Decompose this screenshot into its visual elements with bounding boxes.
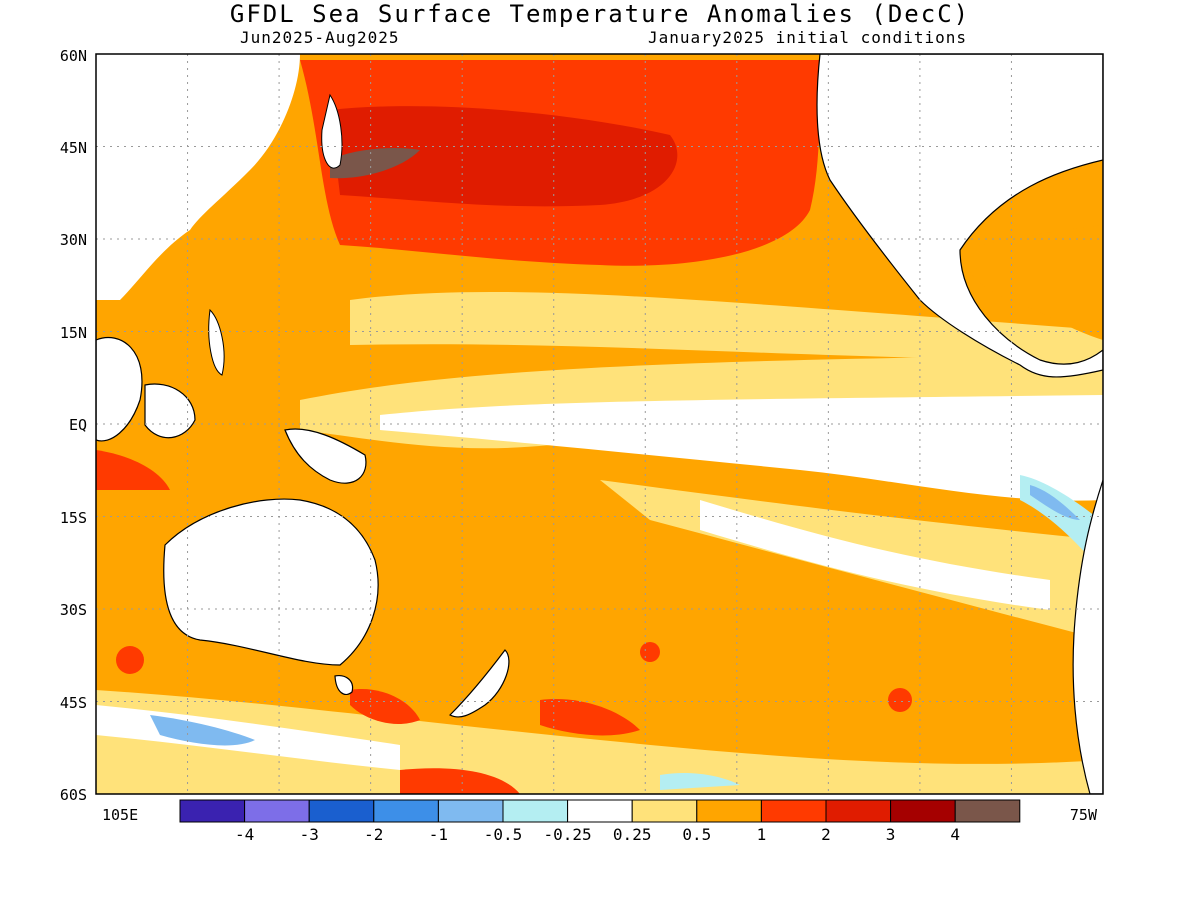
colorbar-label: 1 xyxy=(757,825,767,844)
anomaly-field xyxy=(96,54,1103,794)
japan-landmass xyxy=(321,93,343,169)
colorbar-swatch xyxy=(954,799,1021,823)
colorbar-swatch xyxy=(308,799,375,823)
indonesia-warm-patch xyxy=(96,450,170,490)
colorbar-swatch xyxy=(760,799,827,823)
lon-label-right: 75W xyxy=(1070,806,1098,824)
colorbar-swatch xyxy=(502,799,569,823)
colorbar-swatch xyxy=(179,799,246,823)
map-frame xyxy=(95,53,1104,795)
southeast-neutral-streak xyxy=(700,500,1050,610)
colorbar-label: -0.25 xyxy=(544,825,592,844)
southern-cool-patch xyxy=(150,715,255,746)
new-guinea-landmass xyxy=(284,428,367,484)
lat-label: 45N xyxy=(60,139,87,157)
colorbar-swatch xyxy=(244,799,310,823)
north-tropical-light-band xyxy=(350,291,1103,360)
colorbar-label: 3 xyxy=(886,825,896,844)
colorbar-swatch xyxy=(437,799,504,823)
tasman-south-warm-patch xyxy=(350,689,420,725)
south-warm-patch xyxy=(540,699,640,736)
north-america-landmass xyxy=(816,54,1103,378)
new-zealand-landmass xyxy=(448,649,510,718)
lat-label: 45S xyxy=(60,694,87,712)
borneo-landmass xyxy=(144,383,196,439)
lat-label: EQ xyxy=(69,416,87,434)
tasmania-landmass xyxy=(334,675,354,696)
philippines-landmass xyxy=(208,308,225,376)
colorbar-label: 4 xyxy=(950,825,960,844)
lat-label: 15N xyxy=(60,324,87,342)
south-warm-spot xyxy=(640,642,660,662)
colorbar-swatch xyxy=(567,799,633,823)
latitude-labels: 60N 45N 30N 15N EQ 15S 30S 45S 60S xyxy=(60,47,87,804)
lon-label-left: 105E xyxy=(102,806,138,824)
southern-cool-sliver xyxy=(660,773,740,790)
indochina-landmass xyxy=(96,336,143,442)
gulf-warm xyxy=(960,225,1103,340)
south-america-landmass xyxy=(1072,479,1103,794)
colorbar-swatch xyxy=(890,799,956,823)
north-pacific-warm-core xyxy=(330,106,678,207)
colorbar-label: -1 xyxy=(429,825,448,844)
southern-warm-edge xyxy=(400,768,520,794)
lat-label: 15S xyxy=(60,509,87,527)
initial-conditions-subtitle: January2025 initial conditions xyxy=(648,28,967,47)
lat-label: 60S xyxy=(60,786,87,804)
north-pacific-peak xyxy=(330,148,420,179)
colorbar-swatch xyxy=(631,799,698,823)
colorbar-label: -2 xyxy=(364,825,383,844)
colorbar-label: -3 xyxy=(300,825,319,844)
colorbar-swatch xyxy=(373,799,439,823)
colorbar-label: 0.5 xyxy=(682,825,711,844)
colorbar: -4 -3 -2 -1 -0.5 -0.25 0.25 0.5 1 2 3 4 xyxy=(179,799,1021,844)
colorbar-swatch xyxy=(696,799,762,823)
southeast-warm-spot xyxy=(888,688,912,712)
lat-label: 60N xyxy=(60,47,87,65)
tasman-warm-spot xyxy=(116,646,144,674)
season-subtitle: Jun2025-Aug2025 xyxy=(240,28,400,47)
chart-title: GFDL Sea Surface Temperature Anomalies (… xyxy=(229,0,971,28)
cool-core-southamerica xyxy=(1030,485,1080,520)
southern-ocean-light xyxy=(96,690,1103,794)
lat-label: 30N xyxy=(60,231,87,249)
colorbar-label: -0.5 xyxy=(484,825,523,844)
lat-label: 30S xyxy=(60,601,87,619)
colorbar-label: 2 xyxy=(821,825,831,844)
colorbar-label: -4 xyxy=(235,825,254,844)
colorbar-swatch xyxy=(825,799,892,823)
colorbar-label: 0.25 xyxy=(613,825,652,844)
equatorial-neutral-region xyxy=(380,395,1103,501)
graticule xyxy=(96,54,1103,794)
